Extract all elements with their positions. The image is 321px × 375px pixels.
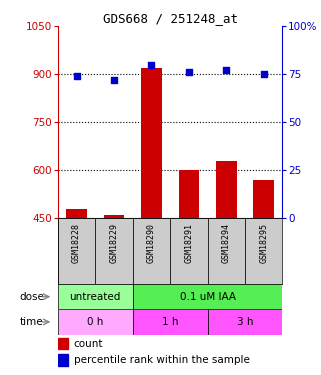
Text: GSM18295: GSM18295 (259, 224, 268, 264)
Bar (254, 180, 274, 218)
Text: time: time (20, 317, 43, 327)
Text: GSM18291: GSM18291 (184, 224, 193, 264)
Bar (133, 218, 170, 284)
Text: untreated: untreated (70, 292, 121, 302)
Point (261, 71, 266, 77)
Point (186, 69, 191, 75)
Bar (216, 160, 237, 218)
Bar (58, 354, 68, 366)
Bar (133, 284, 282, 309)
Text: count: count (74, 339, 103, 349)
Point (74, 73, 79, 79)
Title: GDS668 / 251248_at: GDS668 / 251248_at (103, 12, 238, 25)
Bar (178, 170, 199, 218)
Bar (133, 309, 208, 334)
Bar (208, 218, 245, 284)
Bar (104, 215, 124, 218)
Bar (58, 338, 68, 350)
Bar (58, 218, 95, 284)
Text: 0.1 uM IAA: 0.1 uM IAA (179, 292, 236, 302)
Bar (170, 218, 208, 284)
Text: GSM18294: GSM18294 (222, 224, 231, 264)
Point (224, 68, 229, 74)
Text: percentile rank within the sample: percentile rank within the sample (74, 355, 249, 365)
Text: dose: dose (20, 292, 44, 302)
Text: GSM18228: GSM18228 (72, 224, 81, 264)
Bar (66, 209, 87, 218)
Point (149, 62, 154, 68)
Text: 3 h: 3 h (237, 317, 253, 327)
Text: 0 h: 0 h (87, 317, 103, 327)
Text: 1 h: 1 h (162, 317, 178, 327)
Bar (141, 68, 162, 218)
Bar (208, 309, 282, 334)
Bar (58, 284, 133, 309)
Bar (245, 218, 282, 284)
Bar (95, 218, 133, 284)
Text: GSM18290: GSM18290 (147, 224, 156, 264)
Text: GSM18229: GSM18229 (109, 224, 118, 264)
Bar (58, 309, 133, 334)
Point (111, 77, 117, 83)
